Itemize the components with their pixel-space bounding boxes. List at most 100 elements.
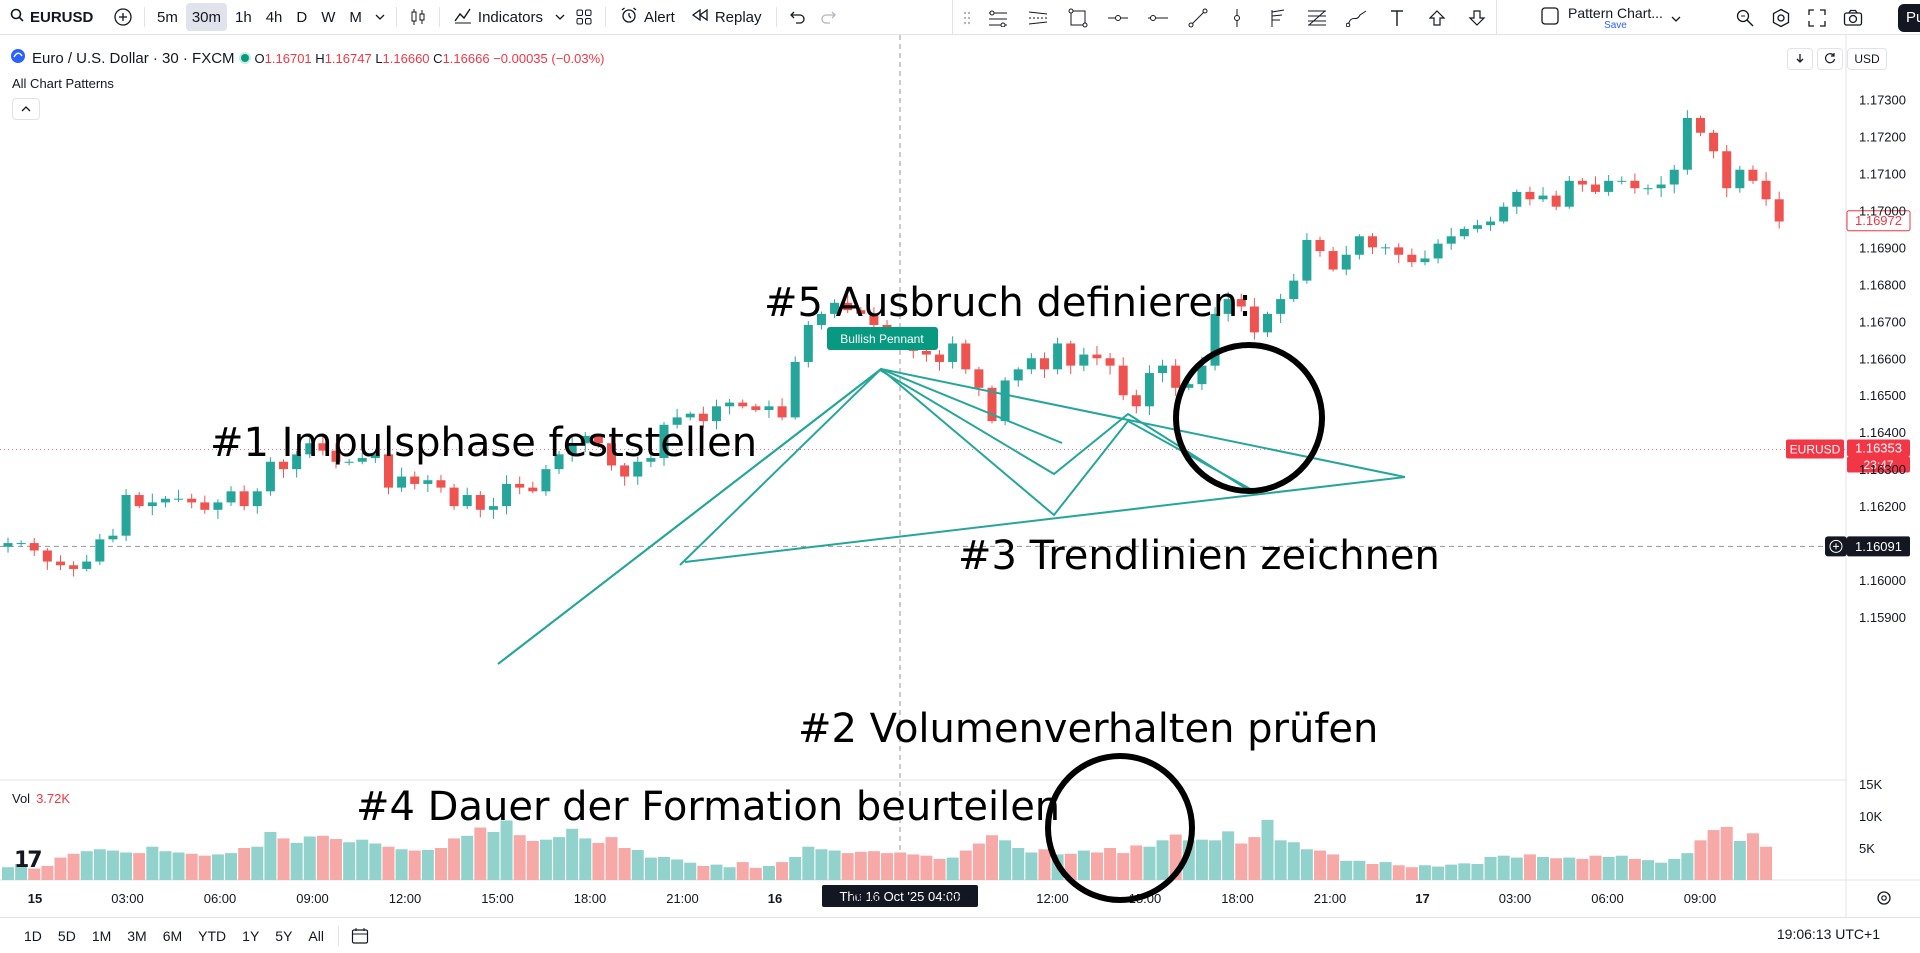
range-6m[interactable]: 6M [162,927,183,944]
text-icon[interactable] [1378,3,1416,33]
candle-body [370,454,380,459]
interval-m[interactable]: M [349,8,362,26]
parallel-channel-icon[interactable] [979,3,1017,33]
candle [1433,239,1443,264]
currency-selector[interactable]: USD [1847,48,1887,70]
interval-5m[interactable]: 5m [157,8,178,26]
publish-button[interactable]: Pu [1898,4,1920,32]
settings-gear-icon[interactable] [1766,3,1796,33]
chevron-down-icon[interactable] [551,2,569,32]
volume-bar [146,846,159,880]
interval-4h[interactable]: 4h [265,8,283,26]
candle-body [42,550,52,562]
volume-bar [1445,864,1458,880]
replay-button[interactable]: Replay [683,8,770,26]
candle-body [16,543,26,545]
scale-settings-gear-icon[interactable] [1877,891,1891,905]
layout-name-block: Pattern Chart... Save [1568,6,1663,31]
layout-menu[interactable]: Pattern Chart... Save [1540,3,1681,33]
horizontal-ray-icon[interactable] [1099,3,1137,33]
candle [1564,176,1574,209]
volume-bar [1576,858,1589,880]
layout-save[interactable]: Save [1604,19,1627,31]
volume-bar [41,865,54,880]
interval-d[interactable]: D [296,8,308,26]
refresh-icon [1824,52,1836,67]
pennant-outline [497,368,1251,665]
brush-icon[interactable] [1338,3,1376,33]
scroll-down-button[interactable] [1787,48,1813,70]
collapse-legend-button[interactable] [12,98,40,120]
range-3m[interactable]: 3M [127,927,147,944]
candle-body [1446,236,1456,244]
range-1d[interactable]: 1D [24,927,42,944]
range-5d[interactable]: 5D [57,927,76,944]
volume-bar [28,868,41,880]
indicators-button[interactable]: Indicators [446,6,551,28]
chevron-down-icon[interactable] [370,2,390,32]
interval-1h[interactable]: 1h [235,8,252,26]
quick-search-icon[interactable] [1730,3,1760,33]
candle [1302,233,1312,284]
range-all[interactable]: All [308,927,324,944]
redo-icon[interactable] [813,2,843,32]
candle-body [1315,239,1325,252]
volume-bar [434,848,447,880]
add-alert-plus-icon[interactable] [1825,536,1847,557]
interval-w[interactable]: W [321,8,336,26]
candle [1381,243,1391,255]
range-1y[interactable]: 1Y [242,927,260,944]
disjoint-channel-icon[interactable] [1019,3,1057,33]
range-1m[interactable]: 1M [91,927,112,944]
reset-scale-button[interactable] [1817,48,1843,70]
candle-body [1709,132,1719,152]
pitchfork-icon[interactable] [1258,3,1296,33]
compare-plus-icon[interactable] [108,2,138,32]
trend-line-icon[interactable] [1179,3,1217,33]
volume-bar [172,852,185,880]
divider [775,7,777,27]
tradingview-logo-icon[interactable]: 17 [14,848,43,873]
candle [764,400,774,418]
candle-body [1459,228,1469,237]
arrow-down-icon[interactable] [1458,3,1496,33]
horizontal-line-icon[interactable] [1139,3,1177,33]
volume-bar [67,853,80,880]
rectangle-icon[interactable] [1059,3,1097,33]
candle [1420,250,1430,266]
indicator-legend[interactable]: All Chart Patterns [12,76,114,91]
fib-retracement-icon[interactable] [1298,3,1336,33]
candle-body [449,487,459,507]
candle [1551,190,1561,211]
volume-bar [106,850,119,880]
range-ytd[interactable]: YTD [198,927,227,944]
alert-button[interactable]: Alert [612,6,683,28]
range-5y[interactable]: 5Y [275,927,293,944]
legend-title[interactable]: Euro / U.S. Dollar · 30 · FXCM [32,49,235,67]
volume-bar [1510,857,1523,880]
arrow-up-icon[interactable] [1418,3,1456,33]
camera-icon[interactable] [1838,3,1868,33]
volume-bar [605,837,618,880]
chevron-down-icon[interactable] [1671,9,1681,27]
price-chart[interactable]: Bullish Pennant 1.16972 EURUSD 1.16353 23:4… [0,35,1920,917]
svg-text:Thu 16 Oct '25 04:00: Thu 16 Oct '25 04:00 [839,889,960,904]
candle-body [1735,169,1745,189]
templates-grid-icon[interactable] [569,2,599,32]
calendar-icon[interactable] [345,921,375,951]
vertical-line-icon[interactable] [1219,3,1257,33]
timezone-clock[interactable]: 19:06:13 UTC+1 [1776,926,1880,942]
interval-30m[interactable]: 30m [185,3,228,31]
candle-body [423,480,433,484]
candle [108,528,118,543]
candle [843,295,853,314]
drag-handle-icon[interactable] [957,3,977,33]
time-tick-label: 03:00 [111,891,144,906]
symbol-search[interactable]: EURUSD [0,0,108,35]
fullscreen-icon[interactable] [1802,3,1832,33]
volume-bar [408,850,421,880]
volume-bar [1038,849,1051,880]
volume-bar [592,842,605,880]
undo-icon[interactable] [783,2,813,32]
candles-type-icon[interactable] [403,2,433,32]
